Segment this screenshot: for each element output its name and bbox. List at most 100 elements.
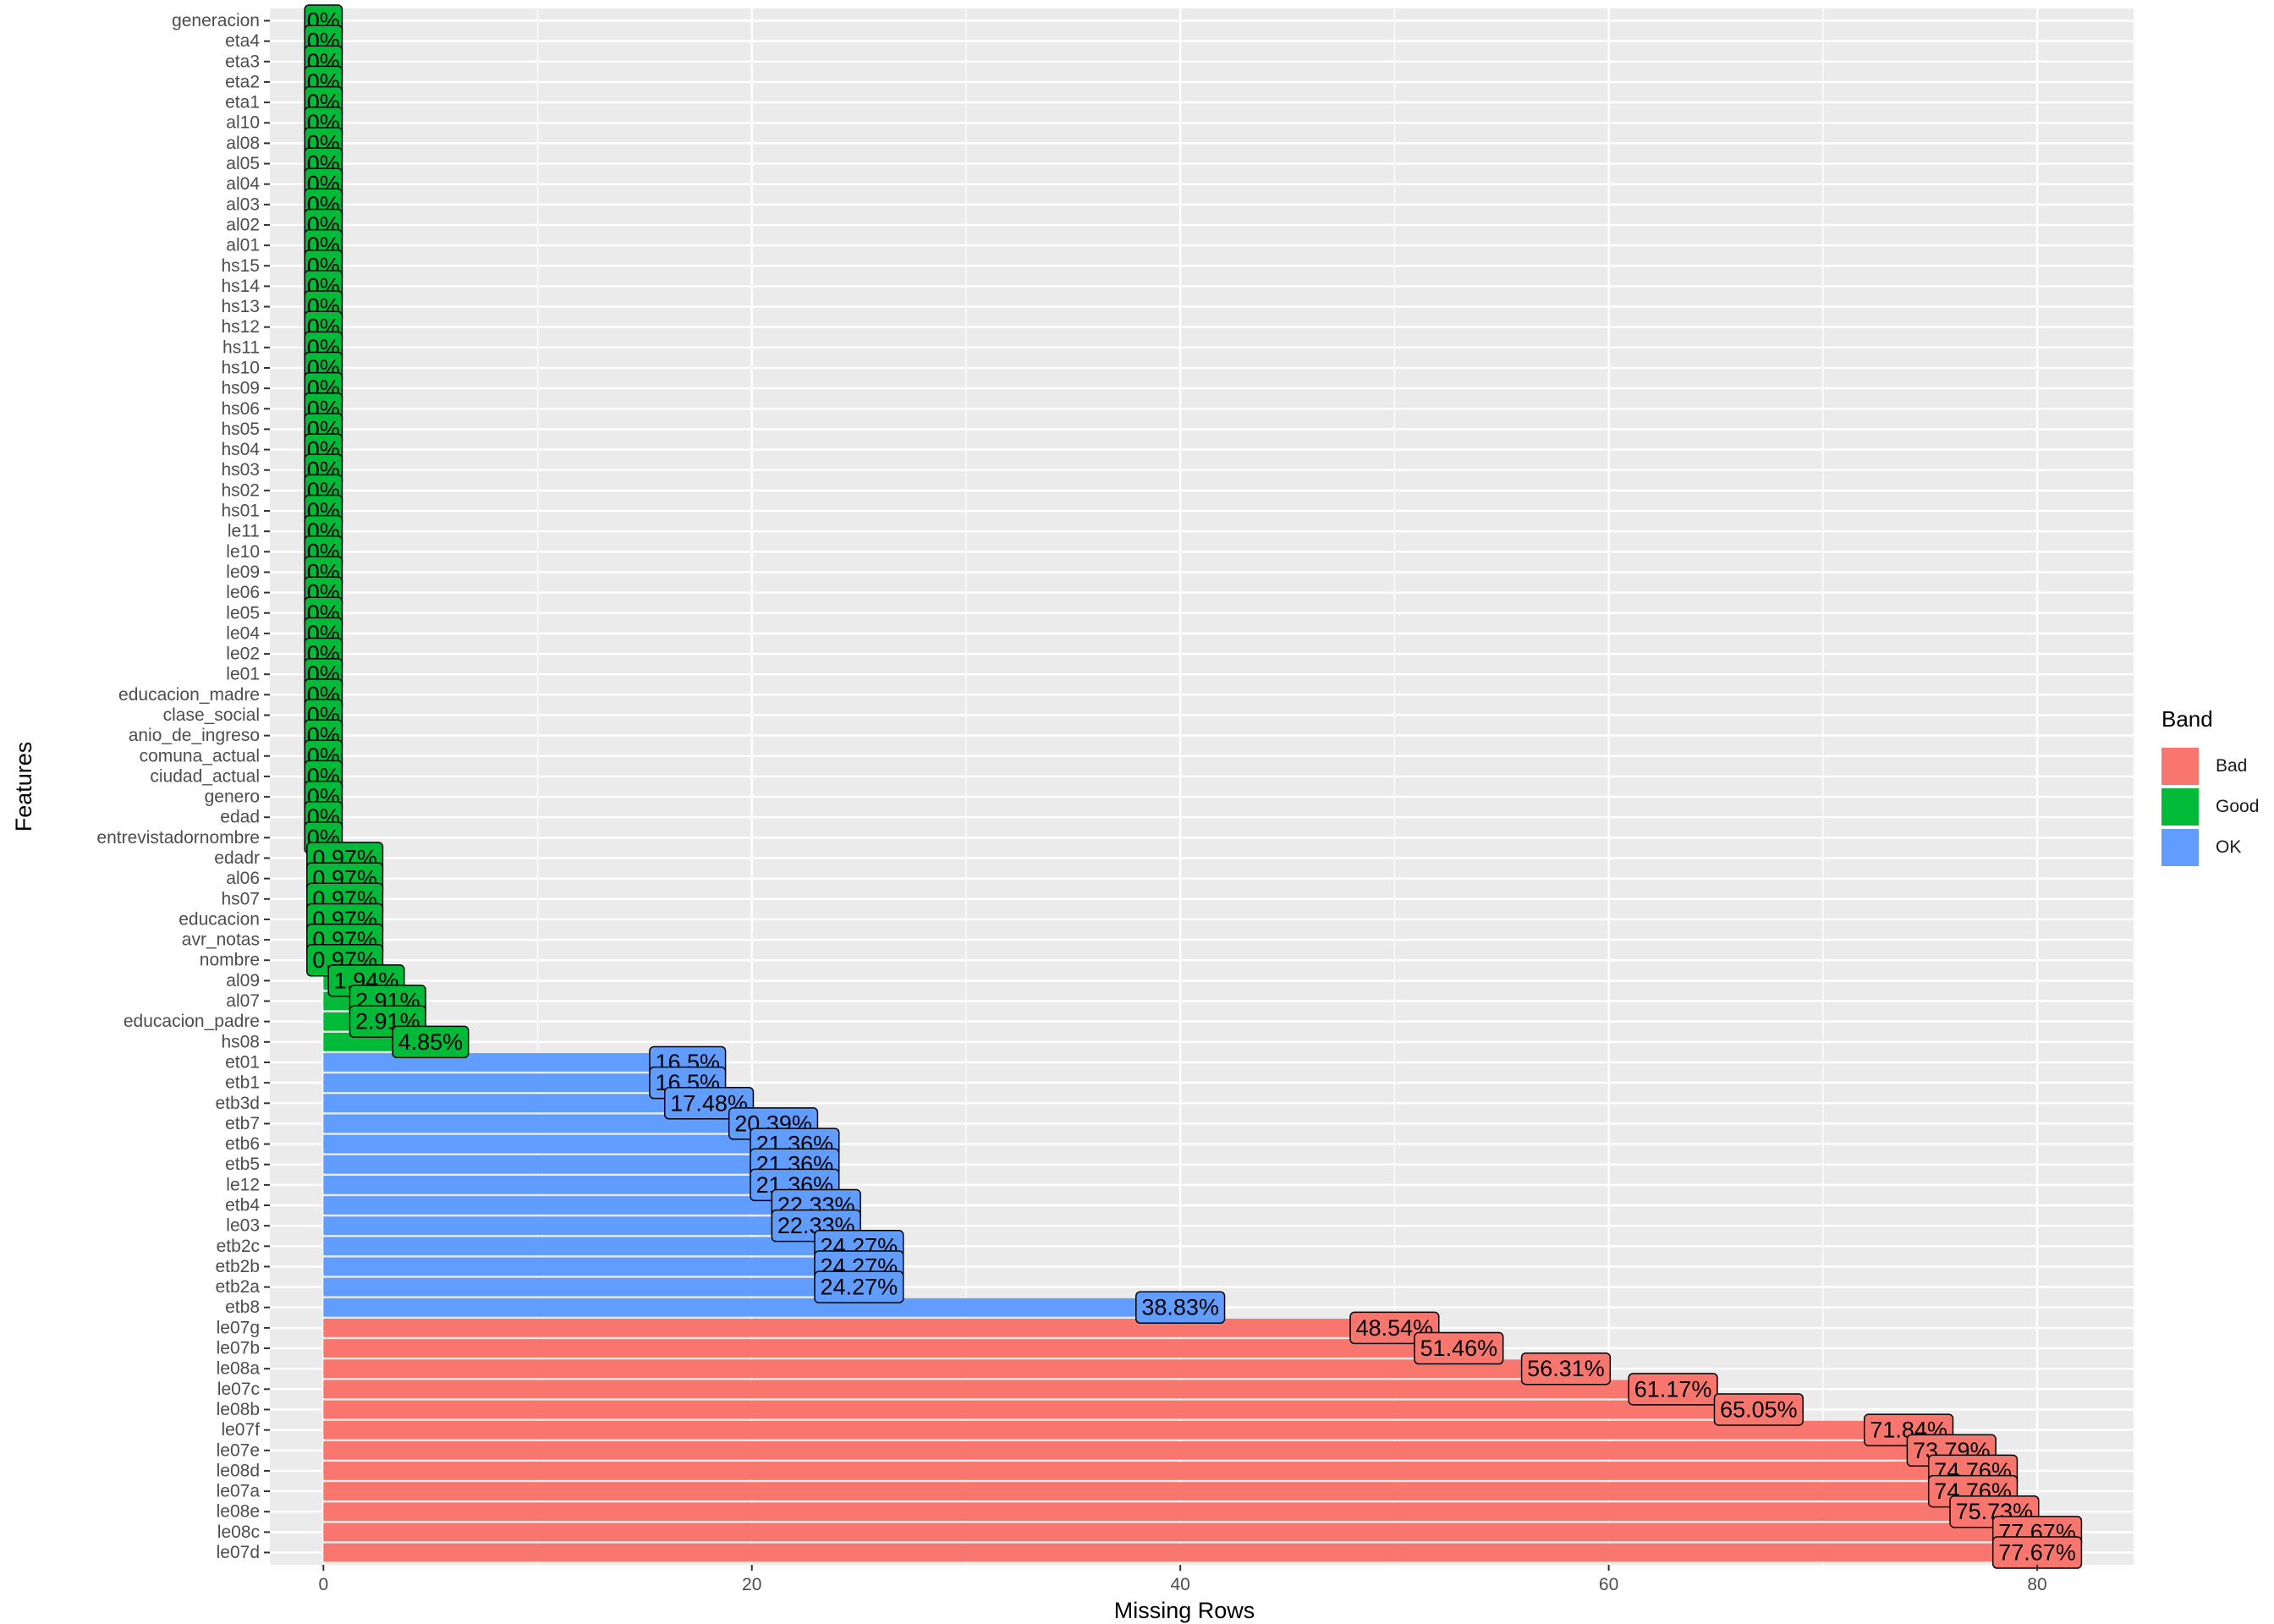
data-label-box <box>1628 1373 1718 1406</box>
x-tick-label: 0 <box>318 1575 328 1594</box>
data-label: 77.67% <box>1991 1536 2083 1569</box>
bar-etb2c <box>323 1237 860 1256</box>
y-tick-label: etb2a <box>215 1277 260 1297</box>
y-tick-label: al06 <box>226 869 260 888</box>
y-tick-label: al10 <box>226 113 260 133</box>
bar-le08c <box>323 1522 2038 1542</box>
legend-label: OK <box>2216 837 2242 857</box>
y-axis-title: Features <box>11 742 36 832</box>
bar-le07d <box>323 1543 2038 1562</box>
y-tick-label: etb6 <box>225 1134 260 1154</box>
x-tick-label: 60 <box>1599 1575 1618 1594</box>
data-label-text: 61.17% <box>1634 1376 1712 1402</box>
y-tick-label: al09 <box>226 971 260 990</box>
y-tick-label: eta3 <box>225 52 260 71</box>
y-tick-label: ciudad_actual <box>150 766 260 786</box>
legend-title: Band <box>2161 706 2213 732</box>
data-labels-layer: 0%0%0%0%0%0%0%0%0%0%0%0%0%0%0%0%0%0%0%0%… <box>304 4 2083 1569</box>
y-tick-label: le07c <box>217 1380 260 1399</box>
legend-label: Good <box>2216 797 2260 816</box>
data-label: 51.46% <box>1414 1331 1504 1365</box>
y-tick-label: hs06 <box>221 399 260 419</box>
data-label-text: 38.83% <box>1141 1295 1219 1320</box>
bar-etb6 <box>323 1134 795 1154</box>
bar-etb2b <box>323 1257 860 1276</box>
legend-items: Bad Good OK <box>2161 746 2259 868</box>
x-axis: 0 20 40 60 80 <box>318 1565 2047 1594</box>
bar-etb1 <box>323 1073 688 1092</box>
bar-le07c <box>323 1380 1673 1399</box>
y-tick-label: etb8 <box>225 1298 260 1317</box>
data-label: 56.31% <box>1520 1352 1612 1385</box>
y-tick-label: al01 <box>226 236 260 255</box>
y-tick-label: anio_de_ingreso <box>129 726 260 745</box>
y-tick-label: le04 <box>226 623 260 643</box>
y-tick-label: etb1 <box>225 1073 260 1093</box>
legend-key <box>2161 748 2199 785</box>
bars-layer <box>323 848 2038 1562</box>
bar-le08d <box>323 1462 1974 1480</box>
y-tick-label: edadr <box>214 848 260 868</box>
bar-le07f <box>323 1420 1909 1440</box>
y-tick-label: hs05 <box>221 420 260 439</box>
y-tick-label: clase_social <box>163 705 260 725</box>
y-tick-label: hs01 <box>221 502 260 521</box>
y-tick-label: le11 <box>228 522 260 541</box>
data-label: 1.94% <box>327 964 405 997</box>
y-tick-label: le12 <box>226 1175 260 1194</box>
y-tick-label: le03 <box>226 1216 260 1236</box>
y-tick-label: le07d <box>217 1543 260 1562</box>
bar-le07a <box>323 1482 1974 1501</box>
y-tick-label: hs02 <box>221 480 260 500</box>
y-tick-label: entrevistadornombre <box>96 828 260 848</box>
y-tick-label: hs14 <box>221 277 260 296</box>
y-tick-label: educacion <box>179 909 260 929</box>
y-tick-label: hs04 <box>221 440 260 459</box>
y-tick-label: al02 <box>226 215 260 234</box>
bar-le07g <box>323 1319 1395 1337</box>
y-tick-label: etb3d <box>215 1094 260 1113</box>
bar-le03 <box>323 1216 816 1236</box>
data-label-box <box>1135 1291 1226 1324</box>
y-tick-label: hs08 <box>221 1032 260 1051</box>
y-tick-label: avr_notas <box>182 930 260 950</box>
y-tick-label: genero <box>205 787 260 807</box>
y-tick-label: et01 <box>225 1052 260 1072</box>
y-tick-label: etb5 <box>225 1155 260 1174</box>
y-tick-label: comuna_actual <box>140 746 260 765</box>
legend-key <box>2161 788 2199 826</box>
y-tick-label: hs15 <box>221 256 260 276</box>
x-axis-title: Missing Rows <box>1114 1598 1255 1623</box>
bar-le08b <box>323 1400 1759 1419</box>
bar-le08e <box>323 1502 1995 1522</box>
data-label-box <box>1520 1352 1612 1385</box>
data-label-text: 65.05% <box>1720 1396 1798 1422</box>
bar-etb7 <box>323 1114 774 1133</box>
y-tick-label: etb7 <box>225 1114 260 1133</box>
x-tick-label: 40 <box>1170 1575 1189 1594</box>
legend-item-good: Good <box>2161 787 2259 827</box>
data-label: 24.27% <box>814 1270 904 1303</box>
y-tick-label: nombre <box>200 951 260 970</box>
y-tick-label: eta1 <box>225 93 260 112</box>
y-tick-label: eta2 <box>225 72 260 91</box>
y-tick-label: hs07 <box>221 889 260 908</box>
bar-le12 <box>323 1176 795 1194</box>
bar-le07b <box>323 1339 1459 1358</box>
legend-key <box>2161 829 2199 866</box>
data-label-box <box>814 1270 904 1303</box>
y-tick-label: hs03 <box>221 460 260 480</box>
y-axis: generacioneta4eta3eta2eta1al10al08al05al… <box>96 11 270 1562</box>
y-tick-label: generacion <box>172 11 260 30</box>
data-label-box <box>1713 1393 1804 1426</box>
legend-item-bad: Bad <box>2161 746 2259 787</box>
data-label: 65.05% <box>1713 1393 1804 1426</box>
data-label-text: 4.85% <box>398 1029 464 1055</box>
bar-etb2a <box>323 1277 860 1297</box>
y-tick-label: edad <box>220 808 260 827</box>
data-label: 61.17% <box>1628 1373 1718 1406</box>
y-tick-label: hs13 <box>221 297 260 316</box>
data-label-box <box>1414 1331 1504 1365</box>
y-tick-label: le08c <box>217 1522 260 1542</box>
legend-label: Bad <box>2216 756 2248 776</box>
